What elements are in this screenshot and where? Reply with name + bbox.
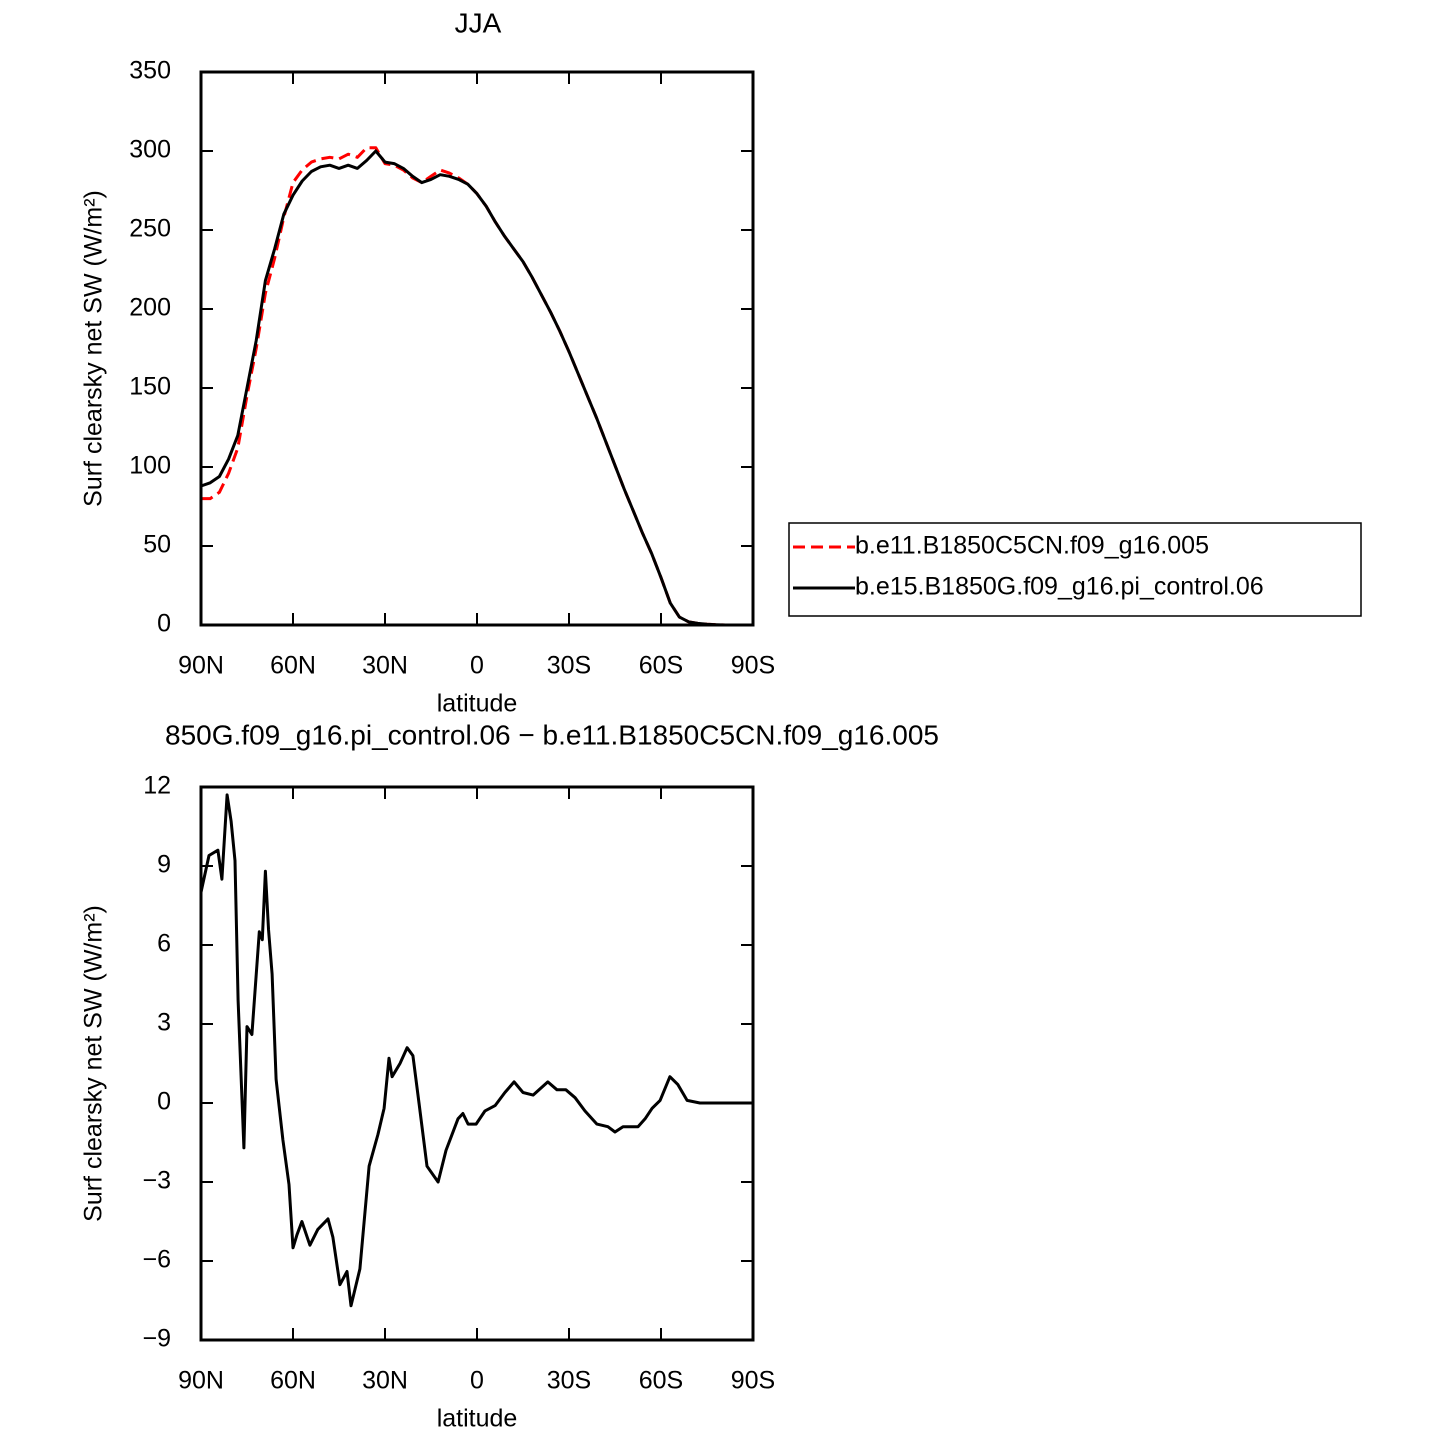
- y-tick-label: 0: [157, 1088, 171, 1116]
- y-tick-label: 0: [157, 610, 171, 638]
- y-tick-label: 50: [143, 531, 171, 559]
- y-tick-label: 12: [143, 772, 171, 800]
- y-tick-label: 300: [129, 136, 171, 164]
- y-tick-label: −3: [142, 1167, 171, 1195]
- x-tick-label: 30S: [547, 652, 591, 680]
- y-tick-label: 100: [129, 452, 171, 480]
- data-line: [200, 149, 753, 627]
- x-tick-label: 0: [470, 652, 484, 680]
- x-tick-label: 60S: [639, 652, 683, 680]
- legend-label: b.e11.B1850C5CN.f09_g16.005: [855, 532, 1209, 560]
- y-axis-label: Surf clearsky net SW (W/m²): [80, 190, 108, 507]
- chart-title: JJA: [455, 7, 502, 38]
- legend-label: b.e15.B1850G.f09_g16.pi_control.06: [855, 573, 1264, 601]
- y-tick-label: 6: [157, 930, 171, 958]
- plot-frame: [199, 785, 755, 1342]
- x-tick-label: 90S: [731, 652, 775, 680]
- y-tick-label: 3: [157, 1009, 171, 1037]
- x-axis-label: latitude: [437, 690, 518, 718]
- y-tick-label: 150: [129, 373, 171, 401]
- y-tick-label: 250: [129, 215, 171, 243]
- y-tick-label: −9: [142, 1325, 171, 1353]
- x-tick-label: 60S: [639, 1367, 683, 1395]
- y-tick-label: 9: [157, 851, 171, 879]
- plot-frame: [199, 70, 755, 627]
- y-tick-label: 200: [129, 294, 171, 322]
- legend-box: [788, 522, 1362, 617]
- y-tick-label: 350: [129, 57, 171, 85]
- x-tick-label: 90N: [178, 652, 224, 680]
- x-tick-label: 90N: [178, 1367, 224, 1395]
- chart-title: 850G.f09_g16.pi_control.06 − b.e11.B1850…: [165, 719, 939, 750]
- data-line: [199, 793, 753, 1308]
- x-tick-label: 60N: [270, 1367, 316, 1395]
- x-tick-label: 60N: [270, 652, 316, 680]
- x-axis-label: latitude: [437, 1405, 518, 1433]
- x-tick-label: 30N: [362, 1367, 408, 1395]
- x-tick-label: 0: [470, 1367, 484, 1395]
- y-axis-label: Surf clearsky net SW (W/m²): [80, 905, 108, 1222]
- x-tick-label: 30S: [547, 1367, 591, 1395]
- x-tick-label: 90S: [731, 1367, 775, 1395]
- y-tick-label: −6: [142, 1246, 171, 1274]
- x-tick-label: 30N: [362, 652, 408, 680]
